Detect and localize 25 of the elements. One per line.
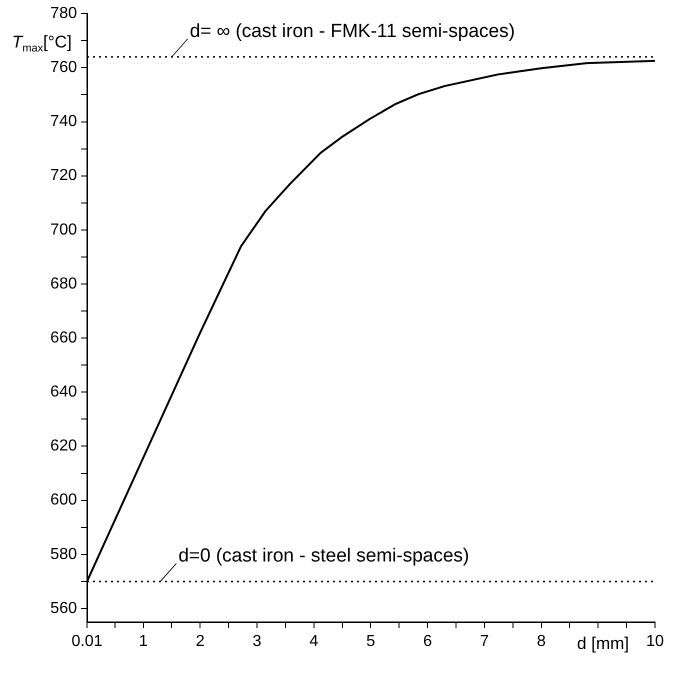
y-tick-label: 620 xyxy=(50,438,78,455)
x-tick-label: 6 xyxy=(423,633,432,650)
y-tick-label: 600 xyxy=(50,492,78,509)
x-tick-label: 8 xyxy=(536,633,546,650)
y-tick-label: 740 xyxy=(50,113,78,130)
y-tick-label: 780 xyxy=(50,5,78,22)
y-tick-label: 560 xyxy=(50,600,78,617)
x-tick-label: 4 xyxy=(309,633,318,650)
x-tick-label: 1 xyxy=(138,633,148,650)
x-tick-label: 3 xyxy=(252,633,262,650)
y-tick-label: 720 xyxy=(50,167,78,184)
y-tick-label: 700 xyxy=(50,221,78,238)
annotation: d= ∞ (cast iron - FMK-11 semi-spaces) xyxy=(190,20,515,42)
x-tick-label: 5 xyxy=(366,633,376,650)
y-tick-label: 680 xyxy=(50,275,78,292)
x-tick-label: 0.01 xyxy=(71,633,103,650)
y-tick-label: 660 xyxy=(50,329,78,346)
x-tick-label: 2 xyxy=(196,633,205,650)
annotation: d=0 (cast iron - steel semi-spaces) xyxy=(178,545,470,566)
x-axis-title: d [mm] xyxy=(577,634,629,654)
y-tick-label: 580 xyxy=(50,546,78,563)
x-tick-label: 10 xyxy=(646,633,664,650)
y-tick-label: 640 xyxy=(50,384,78,401)
y-tick-label: 760 xyxy=(50,59,78,76)
x-tick-label: 7 xyxy=(480,633,489,650)
